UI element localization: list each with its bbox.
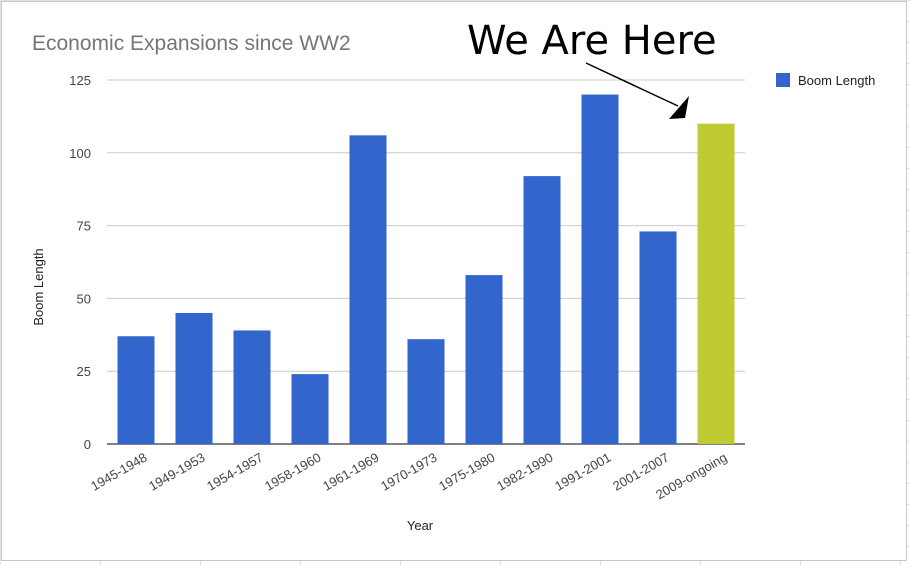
legend-swatch (776, 73, 790, 87)
x-tick-label: 1958-1960 (262, 450, 323, 494)
x-tick-label: 1991-2001 (552, 450, 613, 494)
x-tick-label: 1945-1948 (88, 450, 149, 494)
bar-1945-1948[interactable] (117, 336, 155, 444)
bar-2001-2007[interactable] (639, 231, 677, 444)
bars (117, 94, 735, 445)
x-axis-label: Year (407, 518, 434, 533)
bar-1970-1973[interactable] (407, 339, 445, 444)
bar-1982-1990[interactable] (523, 176, 561, 444)
chart-title: Economic Expansions since WW2 (32, 32, 351, 55)
y-tick-label: 50 (77, 291, 91, 306)
x-axis-ticks: 1945-19481949-19531954-19571958-19601961… (88, 450, 729, 503)
bar-1975-1980[interactable] (465, 275, 503, 444)
x-tick-label: 1949-1953 (146, 450, 207, 494)
bar-2009-ongoing[interactable] (697, 123, 735, 445)
y-tick-label: 75 (77, 219, 91, 234)
x-tick-label: 1961-1969 (320, 450, 381, 494)
y-tick-label: 0 (84, 437, 91, 452)
y-tick-label: 100 (69, 146, 91, 161)
y-axis-ticks: 0 25 50 75 100 125 (69, 73, 91, 452)
legend-label: Boom Length (798, 73, 875, 88)
annotation-text: We Are Here (467, 18, 717, 64)
x-tick-label: 1975-1980 (436, 450, 497, 494)
bar-1958-1960[interactable] (291, 374, 329, 444)
y-axis-label: Boom Length (31, 248, 46, 325)
x-tick-label: 1982-1990 (494, 450, 555, 494)
annotation-arrow (585, 62, 689, 119)
y-tick-label: 25 (77, 364, 91, 379)
x-tick-label: 1954-1957 (204, 450, 265, 494)
legend: Boom Length (776, 73, 875, 88)
x-tick-label: 1970-1973 (378, 450, 439, 494)
y-tick-label: 125 (69, 73, 91, 88)
bar-1954-1957[interactable] (233, 330, 271, 444)
bar-1949-1953[interactable] (175, 312, 213, 444)
bar-1961-1969[interactable] (349, 135, 387, 444)
bar-1991-2001[interactable] (581, 94, 619, 444)
